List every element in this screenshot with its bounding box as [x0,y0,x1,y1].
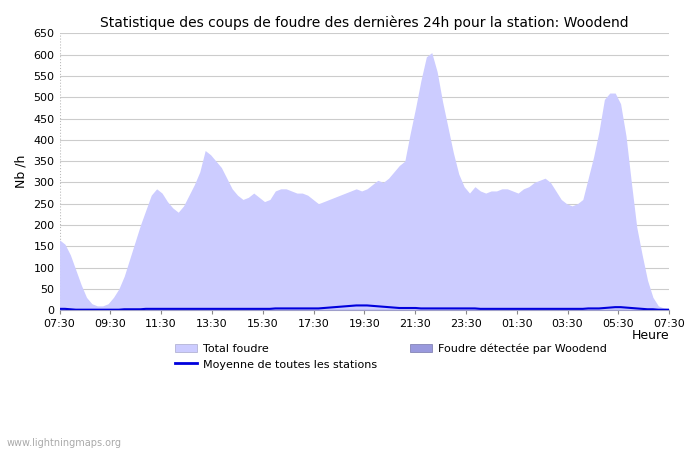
Text: www.lightningmaps.org: www.lightningmaps.org [7,438,122,448]
Y-axis label: Nb /h: Nb /h [15,155,28,189]
Title: Statistique des coups de foudre des dernières 24h pour la station: Woodend: Statistique des coups de foudre des dern… [100,15,629,30]
Text: Heure: Heure [631,329,669,342]
Legend: Total foudre, Moyenne de toutes les stations, Foudre détectée par Woodend: Total foudre, Moyenne de toutes les stat… [175,343,607,369]
